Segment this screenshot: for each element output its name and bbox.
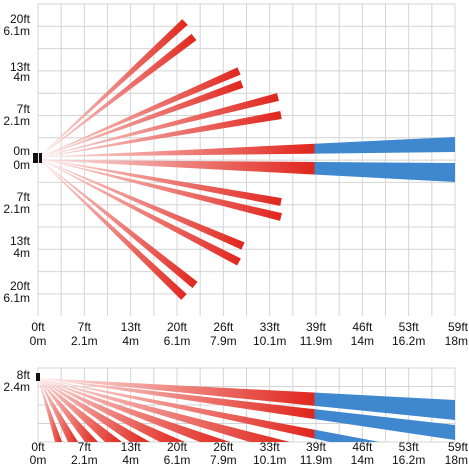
label: 10.1m (253, 334, 286, 348)
label: 7.9m (210, 453, 237, 466)
beam (38, 378, 230, 442)
label: 13ft (121, 320, 142, 334)
label: 7ft (17, 102, 31, 116)
sensor (33, 153, 38, 163)
label: 7ft (78, 320, 92, 334)
beam (38, 80, 244, 158)
label: 39ft (306, 440, 327, 454)
beam (38, 111, 282, 158)
label: 6.1m (164, 453, 191, 466)
beam (38, 158, 282, 221)
beam (38, 378, 122, 442)
label: 2.1m (71, 334, 98, 348)
beam (38, 158, 241, 266)
label: 46ft (352, 440, 373, 454)
label: 0ft (31, 440, 45, 454)
beam (38, 378, 62, 442)
label: 0m (13, 144, 30, 158)
label: 0m (13, 158, 30, 172)
beam (38, 378, 78, 442)
label: 4m (122, 334, 139, 348)
label: 6.1m (3, 291, 30, 305)
label: 4m (13, 246, 30, 260)
sensor (39, 153, 42, 163)
beam (38, 378, 455, 440)
label: 39ft (306, 320, 327, 334)
beam (38, 158, 187, 300)
label: 14m (351, 453, 374, 466)
label: 20ft (10, 279, 31, 293)
label: 0m (30, 453, 47, 466)
beam (38, 158, 198, 289)
beam (38, 378, 98, 442)
beam (38, 33, 197, 158)
label: 20ft (10, 12, 31, 26)
label: 2.1m (3, 114, 30, 128)
beam (38, 137, 455, 157)
label: 8ft (17, 368, 31, 382)
sensor (36, 373, 40, 381)
label: 13ft (10, 234, 31, 248)
label: 18m (445, 334, 468, 348)
label: 33ft (260, 320, 281, 334)
beam (38, 19, 188, 159)
label: 53ft (399, 440, 420, 454)
label: 13ft (121, 440, 142, 454)
beam (38, 93, 279, 158)
label: 26ft (213, 320, 234, 334)
label: 18m (445, 453, 468, 466)
label: 2.1m (3, 202, 30, 216)
label: 14m (351, 334, 374, 348)
label: 2.4m (3, 380, 30, 394)
label: 2.1m (71, 453, 98, 466)
label: 11.9m (300, 334, 332, 348)
label: 53ft (399, 320, 420, 334)
label: 16.2m (392, 334, 425, 348)
beam (38, 378, 455, 420)
label: 6.1m (3, 24, 30, 38)
label: 7.9m (210, 334, 237, 348)
label: 0ft (31, 320, 45, 334)
label: 11.9m (300, 453, 332, 466)
label: 16.2m (392, 453, 425, 466)
beam (38, 158, 245, 250)
label: 26ft (213, 440, 234, 454)
beam (38, 378, 380, 442)
beam (38, 158, 282, 206)
beam (38, 67, 241, 158)
label: 0m (30, 334, 47, 348)
label: 7ft (17, 190, 31, 204)
label: 46ft (352, 320, 373, 334)
beam (38, 378, 185, 442)
label: 59ft (448, 440, 469, 454)
label: 59ft (448, 320, 469, 334)
beam (38, 378, 290, 442)
label: 10.1m (253, 453, 286, 466)
label: 7ft (78, 440, 92, 454)
label: 13ft (10, 60, 31, 74)
beam (38, 378, 150, 442)
beam (38, 160, 455, 182)
label: 20ft (167, 320, 188, 334)
label: 6.1m (164, 334, 191, 348)
label: 4m (13, 70, 30, 84)
label: 4m (122, 453, 139, 466)
label: 33ft (260, 440, 281, 454)
label: 20ft (167, 440, 188, 454)
